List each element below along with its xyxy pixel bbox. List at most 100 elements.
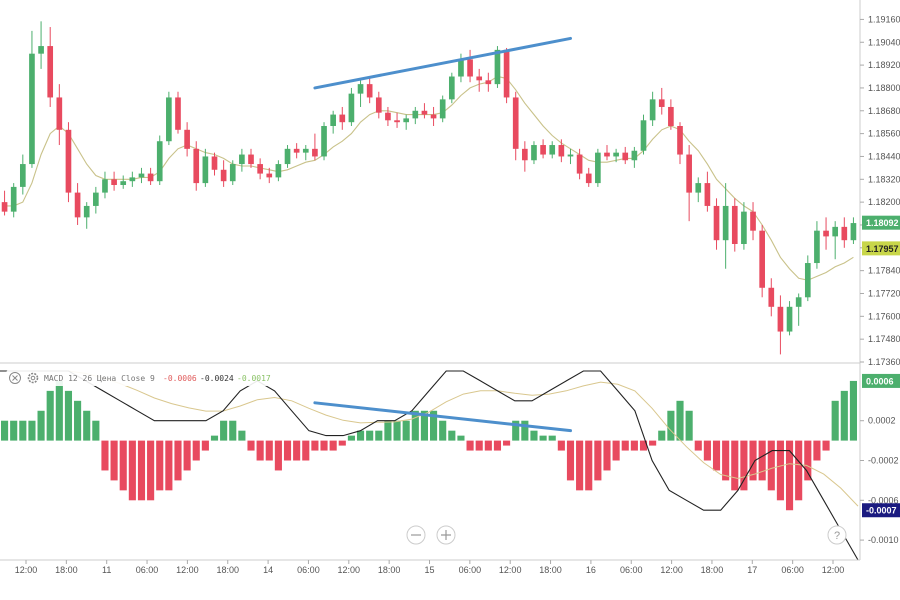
time-tick-label: 15 xyxy=(424,565,434,575)
candle-body xyxy=(220,169,227,182)
candle-body xyxy=(403,118,410,123)
time-tick-label: 12:00 xyxy=(499,565,522,575)
zoom-out-button[interactable] xyxy=(406,525,426,545)
candle xyxy=(111,171,117,191)
candle-body xyxy=(302,148,309,153)
candle xyxy=(385,106,391,126)
time-tick-label: 12:00 xyxy=(660,565,683,575)
time-axis: 12:00 18:00 11 06:00 12:00 18:00 14 06:00 12:00 1… xyxy=(15,560,844,575)
macd-histogram-bar xyxy=(420,410,428,441)
macd-histogram-bar xyxy=(539,435,547,441)
candle xyxy=(175,91,181,134)
macd-badge: -0.0007 xyxy=(862,503,900,518)
candle-body xyxy=(814,230,820,264)
macd-histogram-bar xyxy=(411,410,419,441)
candle xyxy=(768,278,775,317)
candle xyxy=(567,148,574,165)
macd-histogram-bar xyxy=(758,440,766,481)
macd-histogram-bar xyxy=(64,390,73,441)
candle-body xyxy=(668,106,674,126)
candle-body xyxy=(558,145,565,157)
candle-body xyxy=(366,84,373,98)
candle xyxy=(293,143,300,159)
price-tick-label: 1.18800 xyxy=(868,83,900,93)
macd-legend-value-3: -0.0017 xyxy=(237,374,271,383)
macd-histogram-bar xyxy=(722,440,730,481)
candle-body xyxy=(640,120,647,151)
macd-histogram-bar xyxy=(667,410,675,441)
macd-histogram-bar xyxy=(566,440,575,481)
candle-body xyxy=(804,263,811,298)
candle xyxy=(403,114,410,130)
candle-body xyxy=(248,154,254,165)
macd-trend-line[interactable] xyxy=(313,401,572,433)
candle xyxy=(658,87,665,115)
macd-tick-label: 0.0002 xyxy=(868,416,896,426)
candle-body xyxy=(65,129,72,193)
price-pane[interactable] xyxy=(1,21,857,355)
macd-histogram-bar xyxy=(210,435,219,441)
candle xyxy=(832,221,839,260)
candle-body xyxy=(120,181,127,185)
candle xyxy=(193,141,200,191)
candle xyxy=(804,255,811,302)
candle-body xyxy=(29,53,35,165)
candle xyxy=(394,112,400,128)
macd-histogram-bar xyxy=(439,420,447,441)
help-button[interactable]: ? xyxy=(827,525,847,545)
macd-histogram-bar xyxy=(612,440,620,461)
macd-pane[interactable] xyxy=(0,370,859,561)
candle xyxy=(595,148,601,187)
macd-signal-line xyxy=(0,370,859,507)
macd-histogram-bar xyxy=(849,380,857,441)
candle xyxy=(549,141,556,159)
candle-body xyxy=(458,59,464,77)
macd-histogram-bar xyxy=(503,440,511,446)
macd-histogram-bar xyxy=(46,390,54,441)
candle xyxy=(476,68,483,92)
candle xyxy=(147,167,154,185)
candle-body xyxy=(129,177,136,182)
candle-body xyxy=(439,99,446,119)
macd-histogram-bar xyxy=(484,440,492,451)
gear-icon[interactable] xyxy=(27,372,39,384)
candle xyxy=(202,148,209,187)
macd-badge: 0.0006 xyxy=(862,373,900,388)
candle xyxy=(795,293,802,326)
macd-histogram-bar xyxy=(229,420,237,441)
candle-body xyxy=(93,192,99,206)
candle xyxy=(522,141,528,172)
candle-body xyxy=(211,156,218,170)
candle-body xyxy=(257,164,263,174)
candle xyxy=(850,217,857,244)
candle-body xyxy=(239,154,245,165)
candle xyxy=(83,202,90,229)
candle xyxy=(576,148,583,180)
candle-body xyxy=(823,230,829,237)
candle-body xyxy=(576,154,583,174)
price-trend-line[interactable] xyxy=(313,36,572,90)
candle-body xyxy=(275,164,282,178)
macd-line xyxy=(0,370,859,561)
zoom-in-button[interactable] xyxy=(436,525,456,545)
candle xyxy=(430,106,437,126)
candle-body xyxy=(631,150,638,161)
price-tick-label: 1.17600 xyxy=(868,311,900,321)
macd-histogram-bar xyxy=(685,410,693,441)
sma-line xyxy=(4,75,854,281)
candle-body xyxy=(503,49,510,98)
candle-body xyxy=(412,110,419,119)
close-icon[interactable] xyxy=(9,372,21,384)
macd-histogram-bar xyxy=(101,440,109,471)
candle xyxy=(713,198,720,250)
macd-histogram-bar xyxy=(512,420,520,441)
macd-histogram-bar xyxy=(110,440,118,481)
macd-histogram-bar xyxy=(430,410,438,441)
candle-body xyxy=(166,97,172,142)
macd-histogram-bar xyxy=(265,440,273,461)
price-tick-label: 1.19160 xyxy=(868,14,900,24)
candle-body xyxy=(375,97,382,113)
candle-body xyxy=(622,152,629,161)
macd-histogram-bar xyxy=(174,440,182,481)
candle xyxy=(467,49,473,83)
